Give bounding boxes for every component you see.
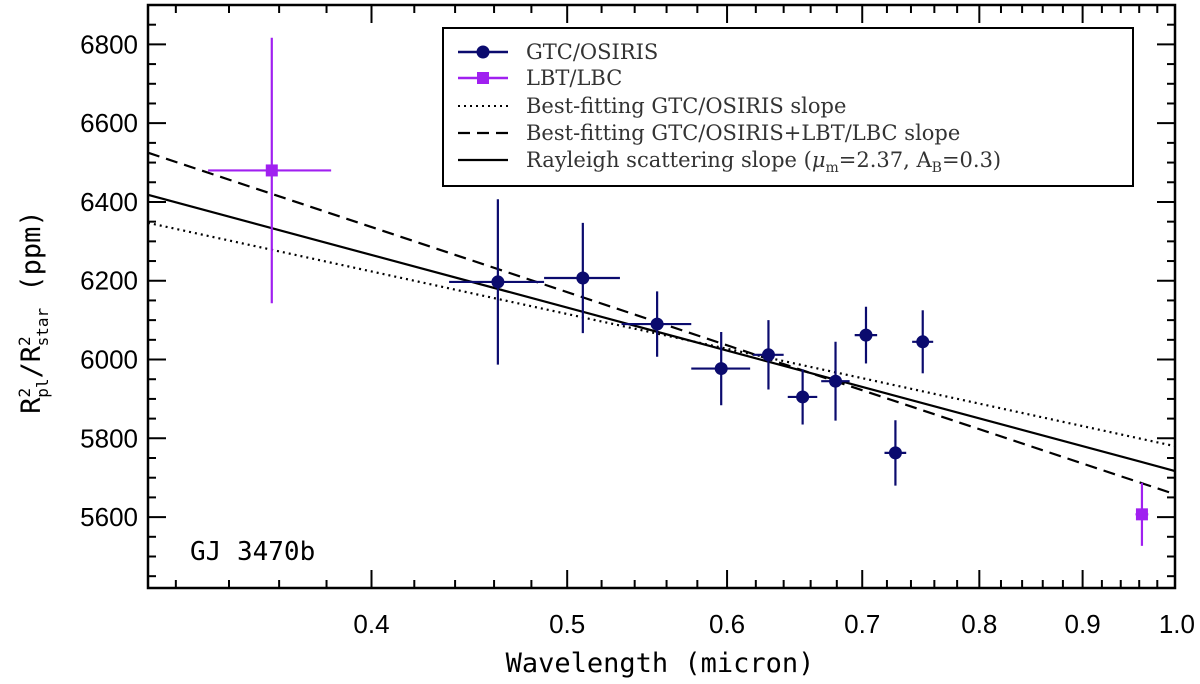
legend-label-rayleigh: Rayleigh scattering slope (μm=2.37, AB=0… bbox=[526, 148, 1001, 176]
point-marker bbox=[650, 317, 664, 331]
legend: GTC/OSIRIS LBT/LBC Best-fitting GTC/OSIR… bbox=[442, 27, 1134, 187]
gtc-point-9 bbox=[912, 310, 934, 374]
point-marker bbox=[491, 275, 505, 289]
legend-marker-lbt bbox=[477, 72, 489, 84]
y-tick-label: 6800 bbox=[80, 29, 138, 59]
gtc-point-2 bbox=[621, 291, 692, 357]
y-tick-label: 6600 bbox=[80, 108, 138, 138]
point-marker bbox=[265, 164, 278, 177]
y-tick-label: 5600 bbox=[80, 502, 138, 532]
gtc-point-0 bbox=[449, 199, 545, 365]
gtc-point-7 bbox=[854, 306, 878, 364]
gtc-point-3 bbox=[691, 331, 751, 406]
x-tick-label: 0.8 bbox=[961, 609, 997, 639]
gtc-point-1 bbox=[544, 222, 620, 334]
point-marker bbox=[859, 328, 873, 342]
point-marker bbox=[888, 446, 902, 460]
x-axis-title: Wavelength (micron) bbox=[506, 648, 815, 679]
y-tick-label: 6200 bbox=[80, 266, 138, 296]
x-tick-label: 0.4 bbox=[353, 609, 389, 639]
x-tick-label: 0.6 bbox=[709, 609, 745, 639]
planet-label: GJ 3470b bbox=[190, 537, 315, 567]
point-marker bbox=[576, 271, 590, 285]
lbt-point-0 bbox=[208, 37, 332, 304]
x-tick-label: 0.7 bbox=[844, 609, 880, 639]
x-tick-label: 0.9 bbox=[1065, 609, 1101, 639]
legend-label-lbt: LBT/LBC bbox=[526, 66, 622, 90]
y-tick-label: 5800 bbox=[80, 423, 138, 453]
x-tick-label: 0.5 bbox=[549, 609, 585, 639]
y-axis-title: R2pl/R2star (ppm) bbox=[15, 210, 52, 413]
gtc-point-6 bbox=[821, 341, 850, 421]
y-tick-label: 6000 bbox=[80, 345, 138, 375]
y-tick-label: 6400 bbox=[80, 187, 138, 217]
lbt-point-1 bbox=[1135, 482, 1149, 546]
gtc-point-5 bbox=[787, 369, 818, 425]
fit-line-dotted bbox=[147, 221, 1176, 448]
fit-line-solid bbox=[147, 193, 1176, 473]
legend-marker-gtc bbox=[476, 45, 490, 59]
point-marker bbox=[1135, 508, 1148, 521]
point-marker bbox=[916, 335, 930, 349]
legend-label-dotted: Best-fitting GTC/OSIRIS slope bbox=[526, 94, 846, 118]
legend-label-gtc: GTC/OSIRIS bbox=[526, 40, 658, 64]
plot-frame bbox=[146, 3, 1177, 590]
gtc-point-4 bbox=[752, 320, 784, 390]
data-points bbox=[208, 37, 1149, 546]
x-tick-label: 1.0 bbox=[1159, 609, 1195, 639]
axes: 5600 5800 6000 6200 6400 6600 6800 0.4 0.5 0.6 0.7… bbox=[80, 3, 1195, 639]
point-marker bbox=[796, 390, 810, 404]
legend-label-dashed: Best-fitting GTC/OSIRIS+LBT/LBC slope bbox=[526, 121, 960, 145]
legend-box bbox=[442, 27, 1134, 187]
point-marker bbox=[761, 348, 775, 362]
gtc-point-8 bbox=[884, 420, 907, 486]
point-marker bbox=[714, 362, 728, 376]
point-marker bbox=[829, 374, 843, 388]
